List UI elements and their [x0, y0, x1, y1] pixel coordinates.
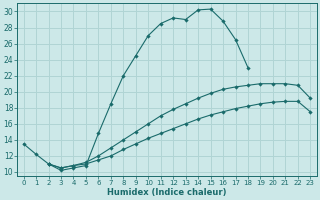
X-axis label: Humidex (Indice chaleur): Humidex (Indice chaleur)	[107, 188, 227, 197]
